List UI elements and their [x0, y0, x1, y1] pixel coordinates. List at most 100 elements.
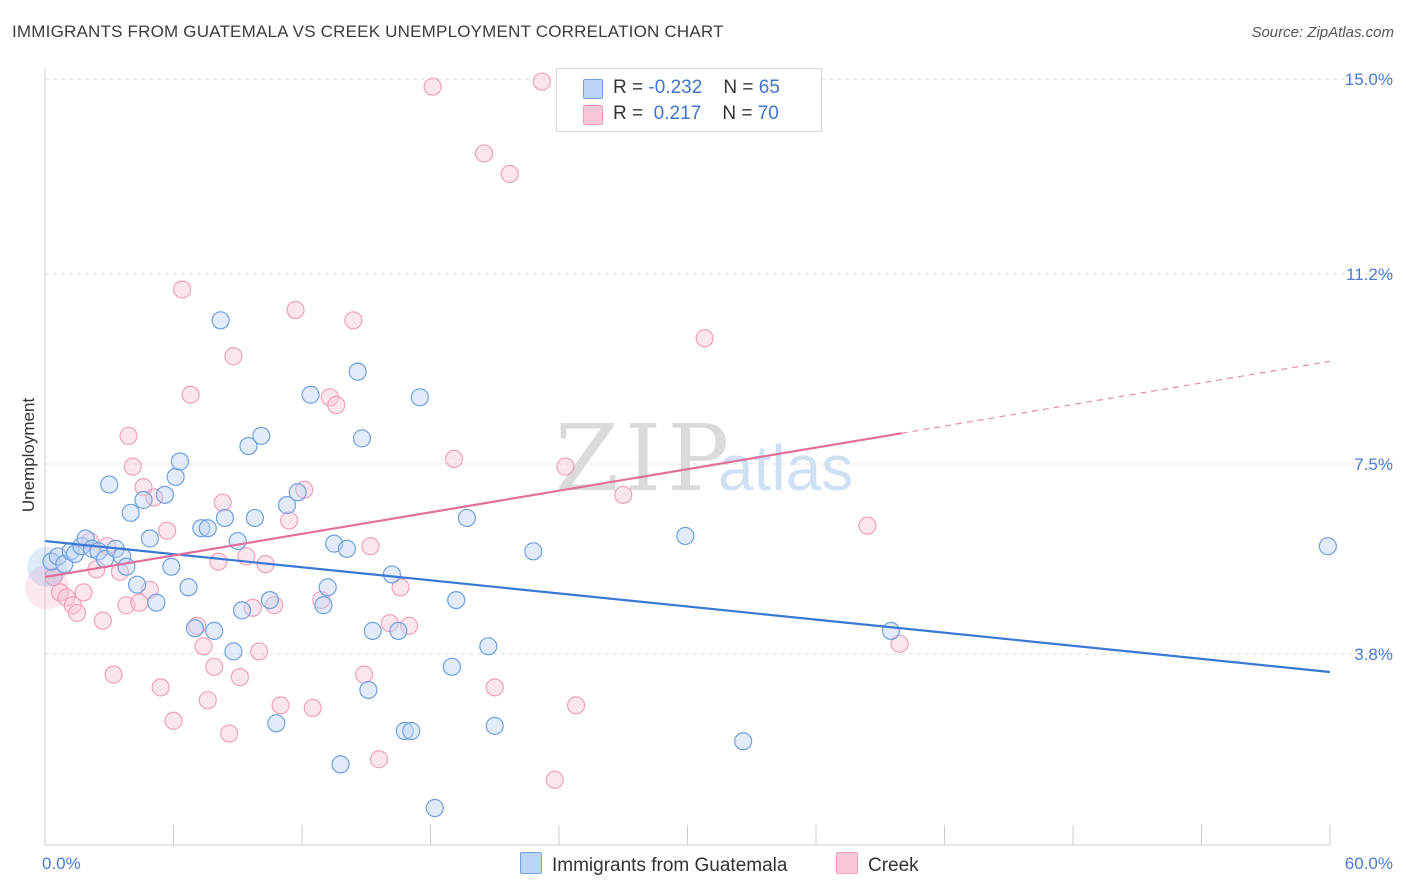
creek-point	[194, 637, 213, 656]
guatemala-point	[224, 642, 243, 661]
guatemala-point	[331, 755, 350, 774]
guatemala-point	[277, 496, 297, 515]
guatemala-point	[395, 721, 414, 741]
creek-point	[172, 280, 192, 299]
guatemala-point	[228, 531, 247, 551]
guatemala-point	[337, 539, 357, 558]
guatemala-point	[166, 467, 185, 486]
guatemala-point	[352, 429, 372, 448]
guatemala-swatch	[583, 79, 603, 99]
x-tick-label-0: 0.0%	[42, 854, 81, 873]
legend-item-guatemala: Immigrants from Guatemala	[520, 852, 787, 877]
guatemala-point	[479, 637, 498, 656]
guatemala-point	[881, 621, 901, 640]
creek-point	[198, 691, 217, 710]
creek-legend-swatch	[836, 852, 858, 874]
creek-point	[532, 72, 551, 91]
guatemala-point	[442, 657, 462, 676]
creek-point	[695, 329, 714, 348]
guatemala-point	[117, 557, 136, 576]
guatemala-legend-swatch	[520, 852, 542, 874]
creek-point	[104, 665, 123, 684]
chart-title: IMMIGRANTS FROM GUATEMALA VS CREEK UNEMP…	[12, 22, 724, 41]
y-axis-label: Unemployment	[19, 398, 38, 513]
creek-point	[181, 385, 200, 404]
guatemala-point	[170, 452, 190, 471]
guatemala-point	[211, 311, 230, 330]
guatemala-point	[260, 590, 279, 610]
guatemala-point	[179, 578, 198, 597]
guatemala-point	[121, 503, 140, 522]
guatemala-point	[140, 529, 160, 548]
guatemala-point	[147, 593, 166, 612]
guatemala-point	[734, 732, 753, 751]
guatemala-point	[198, 519, 217, 538]
guatemala-point	[267, 714, 286, 733]
creek-point	[119, 426, 138, 445]
creek-point	[93, 611, 112, 630]
y-tick-label-2: 11.2%	[1346, 265, 1393, 284]
creek-point	[250, 642, 269, 661]
creek-point	[500, 164, 519, 184]
guatemala-point	[185, 619, 205, 638]
creek-point	[271, 696, 290, 715]
creek-point	[344, 311, 363, 330]
creek-point	[423, 77, 442, 96]
creek-point	[444, 449, 464, 469]
guatemala-point	[215, 508, 234, 528]
guatemala-point	[205, 621, 224, 640]
guatemala-point	[410, 388, 429, 407]
creek-point	[209, 552, 228, 571]
creek-point	[74, 583, 93, 602]
creek-point	[858, 516, 877, 535]
creek-point	[370, 750, 389, 769]
r-value: -0.232	[648, 77, 703, 98]
guatemala-point	[134, 490, 153, 510]
creek-point	[220, 724, 239, 743]
creek-point	[187, 616, 207, 635]
guatemala-point	[348, 362, 367, 381]
creek-points	[25, 72, 909, 789]
y-tick-label-0: 3.8%	[1354, 645, 1393, 664]
y-tick-label-1: 7.5%	[1354, 455, 1393, 474]
guatemala-point	[524, 542, 543, 561]
guatemala-point	[314, 596, 333, 615]
guatemala-point	[288, 483, 307, 502]
watermark: ZIP atlas	[555, 405, 853, 512]
creek-point	[567, 696, 586, 715]
legend-item-creek: Creek	[836, 852, 919, 877]
guatemala-points	[27, 311, 1337, 818]
creek-point	[327, 395, 346, 415]
guatemala-point	[155, 485, 175, 504]
guatemala-point	[301, 385, 320, 404]
creek-point	[303, 698, 322, 718]
creek-point	[213, 493, 232, 512]
creek-point	[614, 485, 633, 504]
guatemala-point	[100, 475, 119, 494]
tick-labels: 3.8% 7.5% 11.2% 15.0% 0.0% 60.0%	[42, 70, 1393, 873]
creek-point	[164, 711, 183, 730]
guatemala-point	[252, 426, 271, 445]
creek-swatch	[583, 105, 603, 125]
r-label: R =	[613, 103, 644, 124]
creek-point	[205, 657, 224, 676]
creek-point	[474, 144, 494, 163]
creek-point	[157, 521, 177, 540]
guatemala-point	[389, 621, 408, 640]
n-value: 65	[758, 77, 780, 98]
source-label: Source: ZipAtlas.com	[1251, 24, 1394, 41]
guatemala-point	[457, 508, 477, 528]
creek-point	[391, 578, 410, 597]
creek-point	[280, 511, 299, 530]
guatemala-point	[402, 721, 421, 741]
guatemala-point	[382, 565, 402, 584]
creek-point	[230, 668, 249, 687]
creek-point	[145, 488, 164, 507]
guatemala-point	[425, 798, 444, 818]
guatemala-point	[192, 519, 211, 538]
guatemala-point	[76, 529, 95, 548]
guatemala-cluster-blob	[27, 546, 68, 587]
r-value: 0.217	[648, 103, 702, 124]
creek-point	[224, 347, 243, 366]
guatemala-point	[318, 578, 337, 597]
